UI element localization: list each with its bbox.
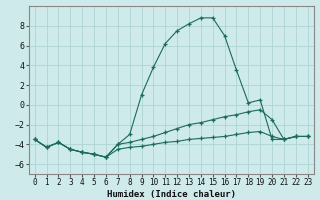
X-axis label: Humidex (Indice chaleur): Humidex (Indice chaleur)	[107, 190, 236, 199]
